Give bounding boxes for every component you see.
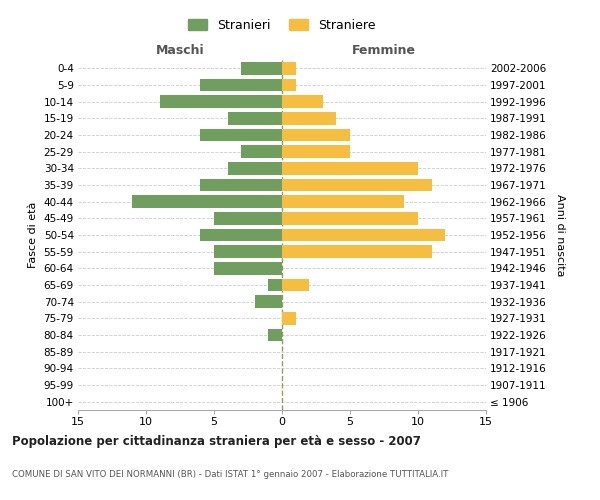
Bar bbox=[282, 112, 337, 124]
Bar bbox=[200, 79, 282, 92]
Bar bbox=[241, 62, 282, 74]
Bar bbox=[268, 279, 282, 291]
Bar bbox=[282, 79, 296, 92]
Bar bbox=[282, 162, 418, 174]
Bar bbox=[282, 229, 445, 241]
Bar bbox=[282, 196, 404, 208]
Bar bbox=[214, 262, 282, 274]
Bar bbox=[160, 96, 282, 108]
Bar bbox=[268, 329, 282, 341]
Bar bbox=[214, 246, 282, 258]
Bar bbox=[282, 179, 431, 192]
Bar bbox=[282, 246, 431, 258]
Bar bbox=[282, 312, 296, 324]
Legend: Stranieri, Straniere: Stranieri, Straniere bbox=[184, 14, 380, 37]
Text: Popolazione per cittadinanza straniera per età e sesso - 2007: Popolazione per cittadinanza straniera p… bbox=[12, 435, 421, 448]
Text: COMUNE DI SAN VITO DEI NORMANNI (BR) - Dati ISTAT 1° gennaio 2007 - Elaborazione: COMUNE DI SAN VITO DEI NORMANNI (BR) - D… bbox=[12, 470, 448, 479]
Bar bbox=[241, 146, 282, 158]
Bar bbox=[227, 112, 282, 124]
Y-axis label: Fasce di età: Fasce di età bbox=[28, 202, 38, 268]
Bar bbox=[200, 179, 282, 192]
Bar bbox=[282, 279, 309, 291]
Bar bbox=[282, 146, 350, 158]
Bar bbox=[214, 212, 282, 224]
Y-axis label: Anni di nascita: Anni di nascita bbox=[555, 194, 565, 276]
Bar bbox=[200, 229, 282, 241]
Bar bbox=[255, 296, 282, 308]
Text: Femmine: Femmine bbox=[352, 44, 416, 57]
Bar bbox=[133, 196, 282, 208]
Bar bbox=[282, 96, 323, 108]
Bar bbox=[227, 162, 282, 174]
Text: Maschi: Maschi bbox=[155, 44, 205, 57]
Bar bbox=[282, 129, 350, 141]
Bar bbox=[282, 212, 418, 224]
Bar bbox=[200, 129, 282, 141]
Bar bbox=[282, 62, 296, 74]
